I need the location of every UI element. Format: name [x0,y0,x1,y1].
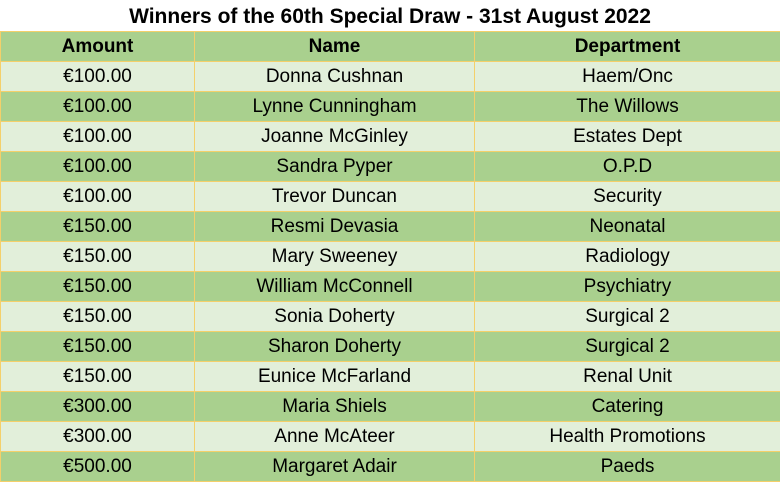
name-cell: Lynne Cunningham [195,92,475,122]
amount-cell: €150.00 [1,242,195,272]
department-cell: Radiology [475,242,780,272]
amount-cell: €100.00 [1,92,195,122]
department-cell: Neonatal [475,212,780,242]
amount-cell: €100.00 [1,182,195,212]
department-cell: Psychiatry [475,272,780,302]
amount-cell: €150.00 [1,332,195,362]
amount-cell: €150.00 [1,302,195,332]
column-header-department: Department [475,32,780,62]
name-cell: Eunice McFarland [195,362,475,392]
amount-cell: €100.00 [1,152,195,182]
department-cell: Security [475,182,780,212]
page-title: Winners of the 60th Special Draw - 31st … [0,0,780,31]
name-cell: Margaret Adair [195,452,475,482]
name-cell: Mary Sweeney [195,242,475,272]
name-cell: Sharon Doherty [195,332,475,362]
amount-cell: €300.00 [1,392,195,422]
department-cell: Surgical 2 [475,302,780,332]
department-cell: The Willows [475,92,780,122]
name-cell: William McConnell [195,272,475,302]
header-row: Amount Name Department [1,32,780,62]
amount-cell: €100.00 [1,122,195,152]
amount-cell: €100.00 [1,62,195,92]
name-cell: Trevor Duncan [195,182,475,212]
name-cell: Anne McAteer [195,422,475,452]
department-cell: Estates Dept [475,122,780,152]
department-cell: Haem/Onc [475,62,780,92]
name-cell: Donna Cushnan [195,62,475,92]
department-cell: Catering [475,392,780,422]
amount-cell: €150.00 [1,272,195,302]
amount-cell: €300.00 [1,422,195,452]
name-cell: Sandra Pyper [195,152,475,182]
name-cell: Joanne McGinley [195,122,475,152]
department-cell: Surgical 2 [475,332,780,362]
amount-cell: €150.00 [1,212,195,242]
department-cell: Paeds [475,452,780,482]
department-cell: Health Promotions [475,422,780,452]
name-cell: Maria Shiels [195,392,475,422]
name-cell: Resmi Devasia [195,212,475,242]
department-cell: O.P.D [475,152,780,182]
name-cell: Sonia Doherty [195,302,475,332]
column-header-amount: Amount [1,32,195,62]
amount-cell: €500.00 [1,452,195,482]
department-cell: Renal Unit [475,362,780,392]
amount-cell: €150.00 [1,362,195,392]
column-header-name: Name [195,32,475,62]
